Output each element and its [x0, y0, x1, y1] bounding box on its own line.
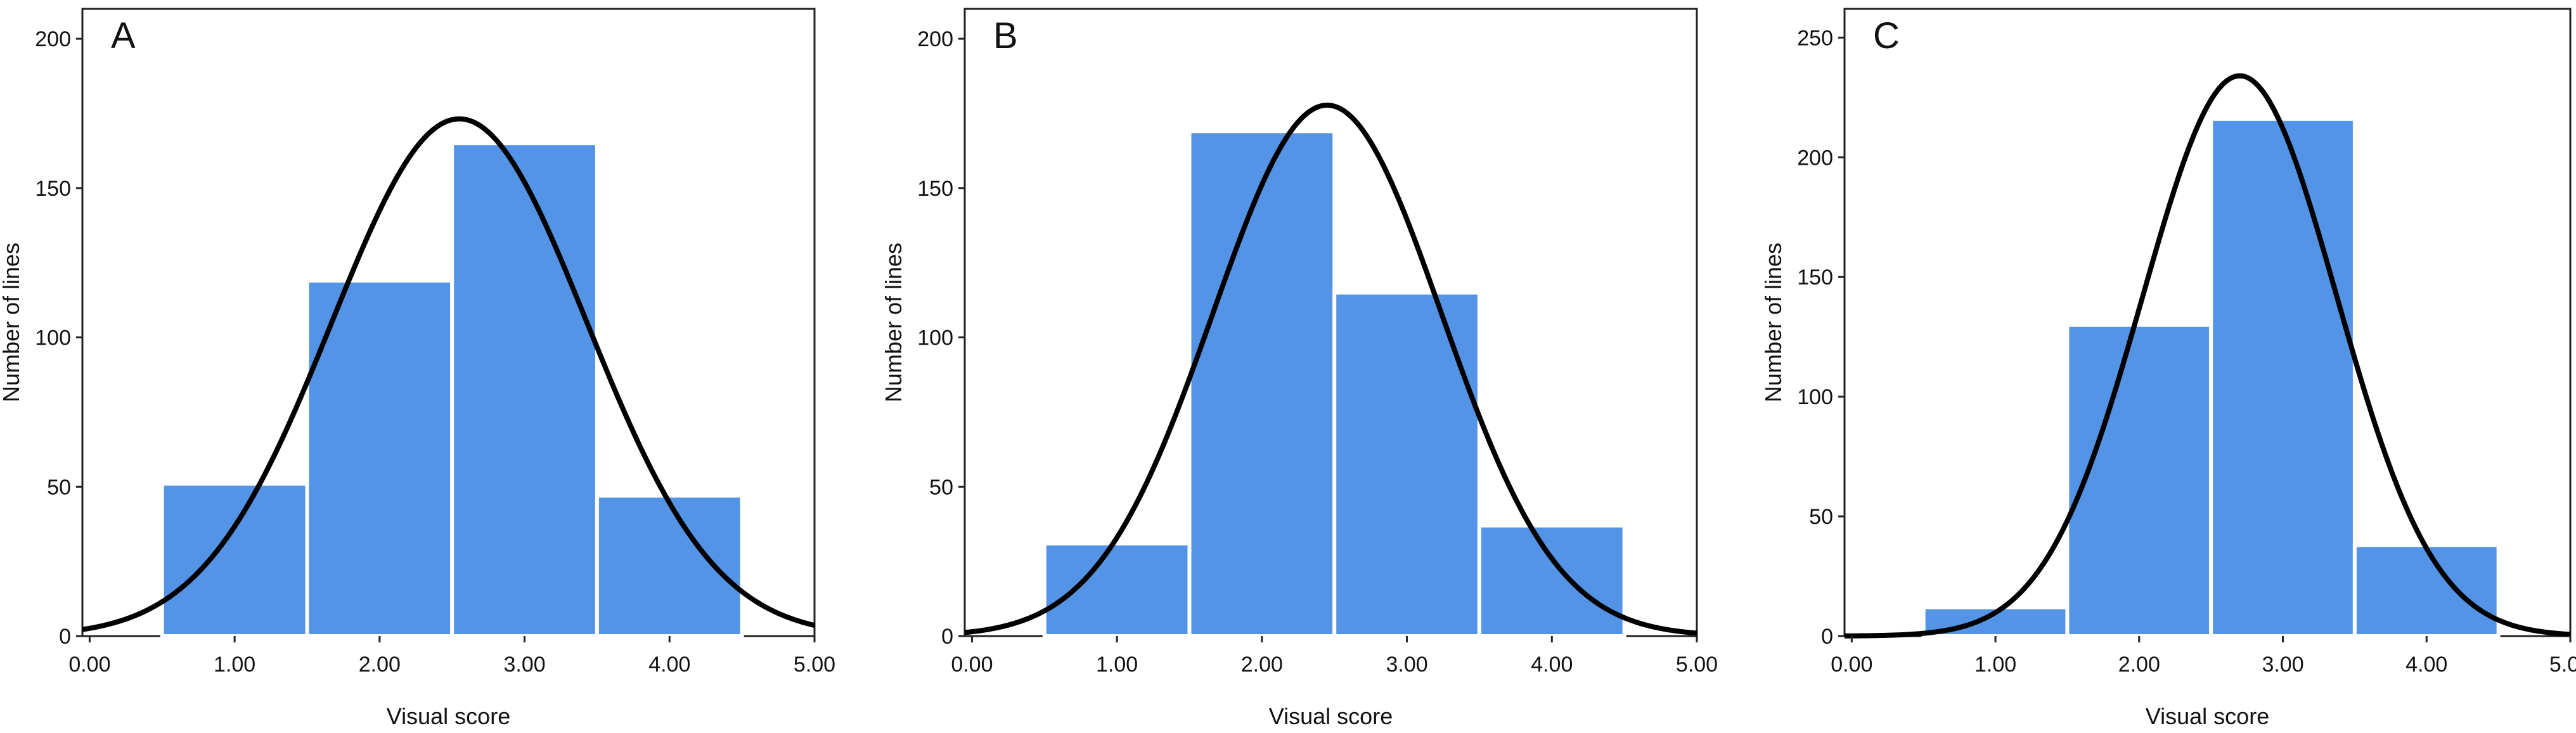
chart-2-y-tick-label: 200: [917, 27, 953, 51]
chart-1-x-tick-label: 3.00: [503, 653, 545, 677]
chart-3-y-tick-label: 50: [1809, 505, 1833, 529]
chart-2-x-tick-label: 5.00: [1676, 653, 1718, 677]
chart-3-panel: 0.00 1.00 2.00 3.00 4.00 5.00 0 50 100 150 200 250 V…: [1760, 8, 2576, 729]
chart-1-bar-2.00: [305, 279, 454, 638]
chart-1-y-axis-title: Number of lines: [0, 243, 24, 402]
chart-3-bar-4.00: [2352, 543, 2501, 639]
chart-2-y-tick-label: 0: [941, 625, 953, 649]
chart-1-y-tick-label: 0: [59, 625, 71, 649]
chart-1-normal-curve: [82, 116, 815, 632]
chart-2-bar-1.00: [1042, 541, 1192, 638]
chart-1-panel: 0.00 1.00 2.00 3.00 4.00 5.00 0 50 100 150 200 Visu…: [0, 8, 835, 729]
chart-3-y-axis-title: Number of lines: [1760, 243, 1786, 402]
chart-1-bar-3.00: [450, 141, 599, 638]
chart-1-x-axis-title: Visual score: [387, 703, 510, 729]
chart-3-x-tick-label: 4.00: [2405, 653, 2447, 677]
chart-3-y-tick-label: 250: [1797, 26, 1833, 50]
chart-2-bar-4.00: [1477, 523, 1626, 638]
chart-1-bar-4.00: [595, 494, 744, 639]
chart-2-x-tick-label: 3.00: [1386, 653, 1427, 677]
chart-3-panel-label: C: [1873, 15, 1900, 56]
chart-3-x-tick-label: 3.00: [2262, 653, 2303, 677]
chart-1-y-tick-label: 100: [35, 326, 71, 350]
chart-1-bar-1.00: [160, 481, 309, 638]
chart-1-x-tick-label: 2.00: [359, 653, 401, 677]
chart-3-y-tick-label: 200: [1797, 146, 1833, 170]
chart-1-x-tick-label: 0.00: [68, 653, 110, 677]
chart-3-x-axis-title: Visual score: [2146, 703, 2269, 729]
chart-2-x-tick-label: 1.00: [1096, 653, 1138, 677]
chart-2-y-tick-label: 50: [929, 475, 953, 499]
chart-2-y-tick-label: 100: [917, 326, 953, 350]
chart-3-x-tick-label: 0.00: [1831, 653, 1872, 677]
chart-1-y-tick-label: 50: [47, 475, 71, 499]
chart-3-bar-2.00: [2065, 322, 2213, 638]
chart-1-x-tick-label: 1.00: [214, 653, 255, 677]
chart-1-y-tick-label: 200: [35, 27, 71, 51]
chart-3-normal-curve: [1844, 73, 2571, 639]
chart-1-x-tick-label: 4.00: [648, 653, 690, 677]
chart-1-y-tick-label: 150: [35, 177, 71, 201]
chart-3-y-tick-label: 0: [1821, 625, 1833, 649]
chart-1-x-tick-label: 5.00: [794, 653, 835, 677]
chart-2-y-axis-title: Number of lines: [880, 243, 906, 402]
chart-2-panel: 0.00 1.00 2.00 3.00 4.00 5.00 0 50 100 150 200 Visu…: [880, 8, 1718, 729]
chart-3-y-tick-label: 150: [1797, 265, 1833, 290]
chart-2-normal-curve: [964, 103, 1697, 636]
chart-1-panel-label: A: [111, 15, 136, 56]
chart-2-x-axis-title: Visual score: [1269, 703, 1393, 729]
chart-2-bar-2.00: [1187, 129, 1337, 639]
chart-2-panel-label: B: [993, 15, 1018, 56]
chart-2-bar-3.00: [1332, 290, 1481, 639]
chart-3-x-tick-label: 5.00: [2549, 653, 2576, 677]
chart-2-x-tick-label: 0.00: [951, 653, 993, 677]
chart-3-y-tick-label: 100: [1797, 385, 1833, 409]
chart-2-x-tick-label: 2.00: [1241, 653, 1283, 677]
chart-2-x-tick-label: 4.00: [1531, 653, 1573, 677]
chart-3-bar-3.00: [2209, 117, 2357, 639]
chart-2-y-tick-label: 150: [917, 177, 953, 201]
chart-3-x-tick-label: 1.00: [1974, 653, 2016, 677]
chart-3-x-tick-label: 2.00: [2118, 653, 2160, 677]
